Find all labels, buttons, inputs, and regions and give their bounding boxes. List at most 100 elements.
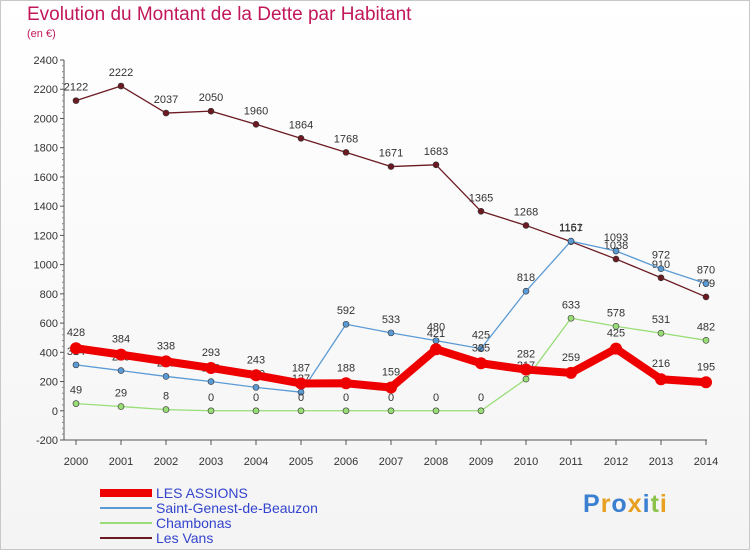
data-label: 49 (70, 385, 82, 397)
data-point (207, 107, 215, 115)
x-tick-label: 2008 (424, 456, 448, 468)
legend: LES ASSIONS Saint-Genest-de-Beauzon Chambo… (100, 484, 318, 546)
data-label: 480 (427, 322, 445, 334)
legend-item: Saint-Genest-de-Beauzon (100, 499, 318, 516)
logo-letter: x (627, 490, 643, 518)
proxiti-logo: Proxiti (583, 490, 668, 519)
data-label: 425 (472, 330, 490, 342)
data-point (567, 237, 575, 245)
data-point (72, 400, 80, 407)
data-label: 216 (652, 358, 670, 370)
data-point (702, 280, 710, 287)
data-label: 0 (253, 392, 259, 404)
data-label: 592 (337, 305, 355, 317)
data-label: 870 (697, 265, 715, 277)
data-label: 384 (112, 334, 130, 346)
data-label: 2122 (64, 82, 88, 94)
data-point (520, 363, 532, 376)
legend-label: Les Vans (156, 529, 214, 546)
data-label: 578 (607, 307, 625, 319)
x-tick-label: 2010 (514, 456, 538, 468)
data-point (117, 403, 125, 410)
data-label: 1864 (289, 119, 313, 131)
data-point (117, 82, 125, 90)
data-point (115, 348, 127, 361)
data-label: 1268 (514, 206, 538, 218)
x-tick-label: 2003 (199, 456, 223, 468)
data-label: 425 (607, 328, 625, 340)
data-point (430, 343, 442, 356)
data-point (432, 161, 440, 169)
data-point (297, 135, 305, 142)
data-point (342, 407, 350, 415)
data-point (340, 377, 352, 390)
data-label: 259 (562, 352, 580, 364)
data-label: 533 (382, 314, 400, 326)
data-label: 0 (433, 392, 439, 404)
data-label: 195 (697, 361, 715, 373)
data-label: 0 (388, 392, 394, 404)
x-tick-label: 2004 (244, 456, 268, 468)
x-tick-label: 2011 (559, 456, 583, 468)
data-point (702, 337, 710, 344)
logo-letter: i (659, 490, 668, 518)
x-tick-label: 2007 (379, 456, 403, 468)
chart-subtitle: (en €) (27, 28, 56, 40)
data-label: 159 (382, 367, 400, 379)
series-les-vans: 2122 2222 2037 2050 1960 1864 1768 1671 1683 1365… (64, 67, 715, 301)
logo-letter: r (600, 490, 612, 518)
series-chambonas: 492980000000217633578531482 (70, 299, 715, 415)
data-point (342, 149, 350, 156)
data-point (387, 329, 395, 337)
x-tick-label: 2014 (694, 456, 718, 468)
data-point (612, 322, 620, 330)
data-point (657, 329, 665, 337)
data-label: 187 (292, 362, 310, 374)
logo-letter: P (583, 490, 601, 518)
chart-title: Evolution du Montant de la Dette par Hab… (27, 4, 412, 25)
data-label: 818 (517, 272, 535, 284)
data-point (700, 376, 712, 389)
data-point (567, 314, 575, 322)
data-point (477, 407, 485, 415)
data-point (522, 287, 530, 295)
data-label: 1161 (559, 222, 583, 234)
y-tick-label: 200 (40, 377, 58, 389)
data-label: 531 (652, 314, 670, 326)
data-label: 243 (247, 354, 265, 366)
data-point (207, 407, 215, 415)
data-label: 0 (478, 392, 484, 404)
data-label: 972 (652, 250, 670, 262)
data-label: 29 (115, 388, 127, 400)
data-point (162, 406, 170, 413)
legend-label: Chambonas (156, 514, 232, 531)
y-tick-label: 2200 (34, 84, 58, 96)
data-label: 1960 (244, 105, 268, 117)
data-point (297, 407, 305, 415)
data-point (207, 378, 215, 385)
series-line (75, 85, 707, 298)
data-point (387, 407, 395, 415)
data-label: 1671 (379, 148, 403, 160)
data-point (252, 121, 260, 128)
data-label: 282 (517, 349, 535, 361)
data-label: 1683 (424, 146, 448, 158)
logo-letter: t (650, 490, 660, 518)
data-label: 633 (562, 299, 580, 311)
series-les-assions: 428 384 338 293 243 187 188 159 421 325 282 259 425 2… (67, 327, 715, 394)
data-point (522, 222, 530, 229)
data-label: 2050 (199, 92, 223, 104)
x-tick-label: 2001 (109, 456, 133, 468)
data-point (252, 384, 260, 391)
data-point (610, 342, 622, 355)
data-label: 1093 (604, 232, 628, 244)
data-label: 325 (472, 342, 490, 354)
legend-swatch (100, 536, 152, 539)
data-point (72, 361, 80, 369)
data-point (612, 247, 620, 255)
legend-label: LES ASSIONS (156, 484, 248, 501)
data-label: 910 (652, 259, 670, 271)
legend-label: Saint-Genest-de-Beauzon (156, 499, 318, 516)
logo-letter: o (611, 490, 628, 518)
data-point (342, 320, 350, 328)
